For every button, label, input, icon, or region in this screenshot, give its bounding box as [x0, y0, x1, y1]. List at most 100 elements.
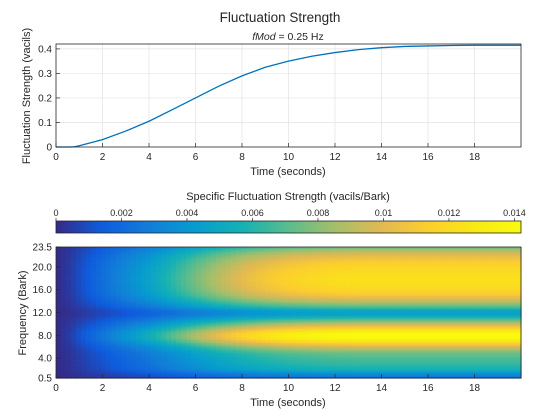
heatmap-cell [141, 369, 147, 372]
heatmap-cell [76, 305, 82, 308]
heatmap-cell [271, 359, 277, 362]
heatmap-cell [136, 345, 142, 348]
heatmap-cell [166, 375, 172, 378]
heatmap-cell [71, 315, 77, 318]
heatmap-cell [376, 309, 382, 312]
heatmap-cell [426, 311, 432, 314]
heatmap-cell [76, 353, 82, 356]
heatmap-cell [176, 360, 182, 363]
heatmap-cell [241, 335, 247, 338]
heatmap-cell [126, 350, 132, 353]
heatmap-cell [316, 363, 322, 366]
heatmap-cell [61, 325, 67, 328]
heatmap-cell [56, 302, 62, 305]
heatmap-cell [411, 338, 417, 341]
heatmap-cell [331, 363, 337, 366]
heatmap-cell [516, 340, 522, 343]
heatmap-cell [201, 309, 207, 312]
heatmap-cell [71, 302, 77, 305]
heatmap-cell [111, 333, 117, 336]
heatmap-cell [256, 332, 262, 335]
heatmap-cell [331, 338, 337, 341]
heatmap-cell [201, 365, 207, 368]
heatmap-cell [461, 331, 467, 334]
heatmap-cell [366, 336, 372, 339]
heatmap-cell [101, 312, 107, 315]
heatmap-cell [226, 322, 232, 325]
heatmap-cell [171, 333, 177, 336]
heatmap-cell [311, 343, 317, 346]
heatmap-cell [386, 352, 392, 355]
heatmap-cell [326, 305, 332, 308]
heatmap-cells [56, 247, 522, 379]
heatmap-cell [466, 358, 472, 361]
heatmap-cell [116, 342, 122, 345]
heatmap-cell [211, 328, 217, 331]
heatmap-cell [226, 375, 232, 378]
heatmap-cell [466, 316, 472, 319]
heatmap-cell [381, 316, 387, 319]
heatmap-cell [206, 349, 212, 352]
heatmap-cell [296, 342, 302, 345]
heatmap-cell [371, 366, 377, 369]
heatmap-cell [131, 350, 137, 353]
heatmap-cell [146, 356, 152, 359]
heatmap-cell [466, 312, 472, 315]
heatmap-cell [276, 356, 282, 359]
heatmap-cell [366, 311, 372, 314]
heatmap-cell [101, 370, 107, 373]
heatmap-cell [156, 376, 162, 379]
heatmap-cell [441, 358, 447, 361]
heatmap-cell [441, 359, 447, 362]
heatmap-cell [306, 365, 312, 368]
heatmap-cell [341, 360, 347, 363]
heatmap-cell [301, 370, 307, 373]
heatmap-cell [251, 368, 257, 371]
heatmap-cell [366, 305, 372, 308]
heatmap-cell [461, 318, 467, 321]
heatmap-cell [181, 356, 187, 359]
heatmap-cell [291, 352, 297, 355]
heatmap-cell [431, 319, 437, 322]
heatmap-cell [426, 302, 432, 305]
heatmap-cell [131, 308, 137, 311]
heatmap-cell [101, 328, 107, 331]
heatmap-cell [71, 373, 77, 376]
heatmap-cell [106, 358, 112, 361]
heatmap-cell [151, 302, 157, 305]
heatmap-cell [281, 328, 287, 331]
heatmap-cell [216, 340, 222, 343]
heatmap-cell [286, 333, 292, 336]
heatmap-cell [106, 318, 112, 321]
heatmap-cell [351, 343, 357, 346]
heatmap-cell [411, 345, 417, 348]
heatmap-cell [271, 309, 277, 312]
heatmap-cell [371, 315, 377, 318]
heatmap-cell [101, 366, 107, 369]
heatmap-cell [341, 373, 347, 376]
heatmap-cell [471, 368, 477, 371]
heatmap-cell [126, 311, 132, 314]
heatmap-cell [386, 323, 392, 326]
heatmap-cell [476, 311, 482, 314]
heatmap-cell [371, 325, 377, 328]
heatmap-cell [191, 316, 197, 319]
heatmap-cell [186, 326, 192, 329]
heatmap-cell [251, 329, 257, 332]
heatmap-cell [511, 318, 517, 321]
heatmap-cell [96, 331, 102, 334]
heatmap-cell [161, 370, 167, 373]
heatmap-cell [136, 349, 142, 352]
heatmap-cell [96, 350, 102, 353]
heatmap-cell [76, 321, 82, 324]
heatmap-cell [151, 342, 157, 345]
heatmap-cell [166, 311, 172, 314]
heatmap-cell [476, 323, 482, 326]
heatmap-cell [66, 349, 72, 352]
heatmap-cell [76, 366, 82, 369]
heatmap-cell [291, 363, 297, 366]
heatmap-cell [311, 318, 317, 321]
heatmap-cell [171, 346, 177, 349]
heatmap-cell [346, 312, 352, 315]
heatmap-cell [346, 358, 352, 361]
